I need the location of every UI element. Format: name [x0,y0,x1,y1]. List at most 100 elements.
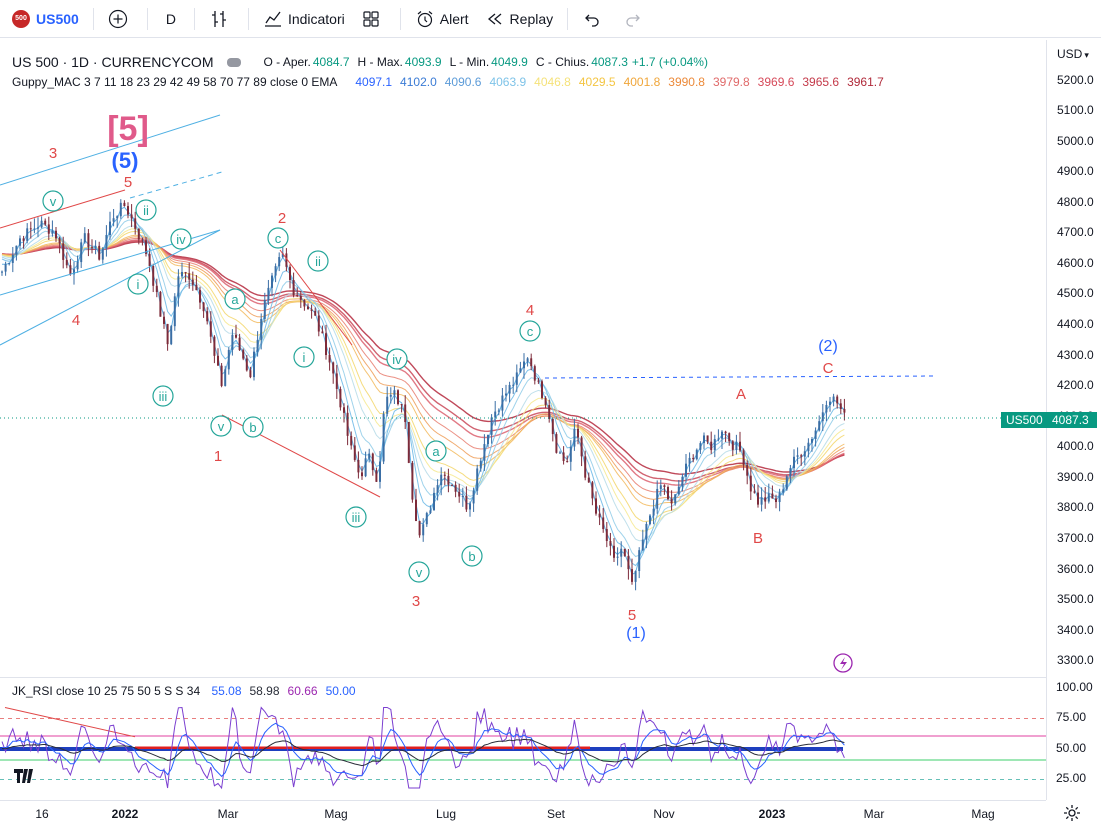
candle-body [692,457,695,460]
symbol-search[interactable]: 500 US500 [0,0,87,38]
candle-body [775,498,777,503]
candle-body [152,265,155,286]
wave-label-red: 3 [49,145,57,162]
candle-body [83,233,86,243]
candle-body [767,493,770,502]
interval-button[interactable]: D [154,0,188,38]
candle-body [184,271,187,274]
candle-body [785,476,788,490]
time-tick: Mar [863,807,885,821]
candle-body [116,216,119,219]
candle-body [739,441,741,451]
candle-body [202,302,205,312]
svg-text:i: i [137,277,140,292]
candle-body [1,271,3,273]
undo-button[interactable] [574,0,615,38]
candle-body [541,381,543,398]
guppy-value-7: 3990.8 [668,75,705,89]
candle-body [177,276,180,297]
candle-body [469,503,471,510]
candle-body [433,492,435,511]
candle-body [555,434,558,453]
candle-body [519,368,522,373]
candle-body [512,384,515,386]
tradingview-logo[interactable] [12,764,40,788]
wave-label-circled: v [42,190,64,212]
candle-body [94,245,97,248]
candle-body [368,453,371,459]
toolbar-divider [247,7,249,30]
ema-ribbon-line [1,237,845,493]
wave-label-circled: iii [345,506,367,528]
svg-text:iii: iii [159,389,168,404]
candle-body [386,396,389,414]
indicators-button[interactable]: Indicatori [255,0,353,38]
candle-body [677,486,680,495]
candle-body [137,228,140,240]
alert-button[interactable]: Alert [407,0,477,38]
rsi-tick: 25.00 [1056,771,1087,785]
templates-button[interactable] [353,0,394,38]
price-tick: 5200.0 [1057,72,1094,87]
candle-body [224,369,227,386]
gear-icon [1062,805,1082,827]
candle-body [807,442,810,452]
candle-body [404,404,407,423]
lightning-icon [833,653,853,673]
candle-body [393,390,396,395]
price-scale[interactable]: USD ▾ 5200.0 5100.0 5000.0 4900.0 4800.0 4700.… [1046,40,1101,800]
rsi-chart[interactable] [0,678,1046,800]
guppy-value-2: 4090.6 [444,75,482,89]
compare-button[interactable] [100,0,141,38]
candle-body [188,273,191,280]
candle-body [602,517,605,530]
main-chart-pane[interactable]: 3 5 4 2 1 4 3 5 A B C [5] (5) (1) (2) v ii iv i iii v a b c ii i i… [0,40,1046,676]
candle-body [209,321,212,337]
candle-body [818,421,821,431]
candle-body [573,428,576,447]
candle-body [616,556,619,558]
market-status-indicator [227,57,242,67]
rsi-pane[interactable] [0,677,1046,800]
toolbar-divider [399,7,401,30]
candle-body [235,334,237,338]
rsi-value-3: 50.00 [325,684,356,698]
wave-label-paren: (2) [818,338,838,355]
rsi-tick: 50.00 [1056,741,1087,755]
chart-type-button[interactable] [201,0,242,38]
candle-body [447,475,450,485]
wave-label-red: 4 [526,302,534,319]
settings-gear-button[interactable] [1062,803,1084,825]
candle-body [303,299,306,307]
candle-body [242,350,245,359]
rewind-icon [485,9,505,29]
symbol-price-badge: US500 [1001,412,1048,428]
candle-body [526,358,529,362]
currency-selector[interactable]: USD ▾ [1057,47,1089,61]
candle-body [361,472,363,477]
candle-body [454,484,457,492]
candle-body [263,300,266,319]
time-axis[interactable]: 16 2022 Mar Mag Lug Set Nov 2023 Mar Mag [0,800,1046,831]
candle-body [353,445,356,460]
candle-body [501,395,504,411]
candle-body [811,438,813,443]
candle-body [411,462,414,500]
toolbar-divider [146,7,148,30]
redo-button[interactable] [615,0,656,38]
price-tick: 5100.0 [1057,103,1094,118]
grid-icon [361,9,381,29]
ema-ribbon-line [1,236,845,500]
candle-body [429,510,432,514]
replay-button[interactable]: Replay [477,0,562,38]
candle-body [829,401,831,406]
last-price-badge: 4087.3 [1047,412,1097,428]
candle-body [757,492,759,505]
candle-body [703,435,705,444]
candle-body [65,259,68,266]
candle-body [584,456,587,478]
candles-icon [209,9,229,29]
wave-label-circled: ii [135,199,157,221]
candle-body [685,463,687,477]
